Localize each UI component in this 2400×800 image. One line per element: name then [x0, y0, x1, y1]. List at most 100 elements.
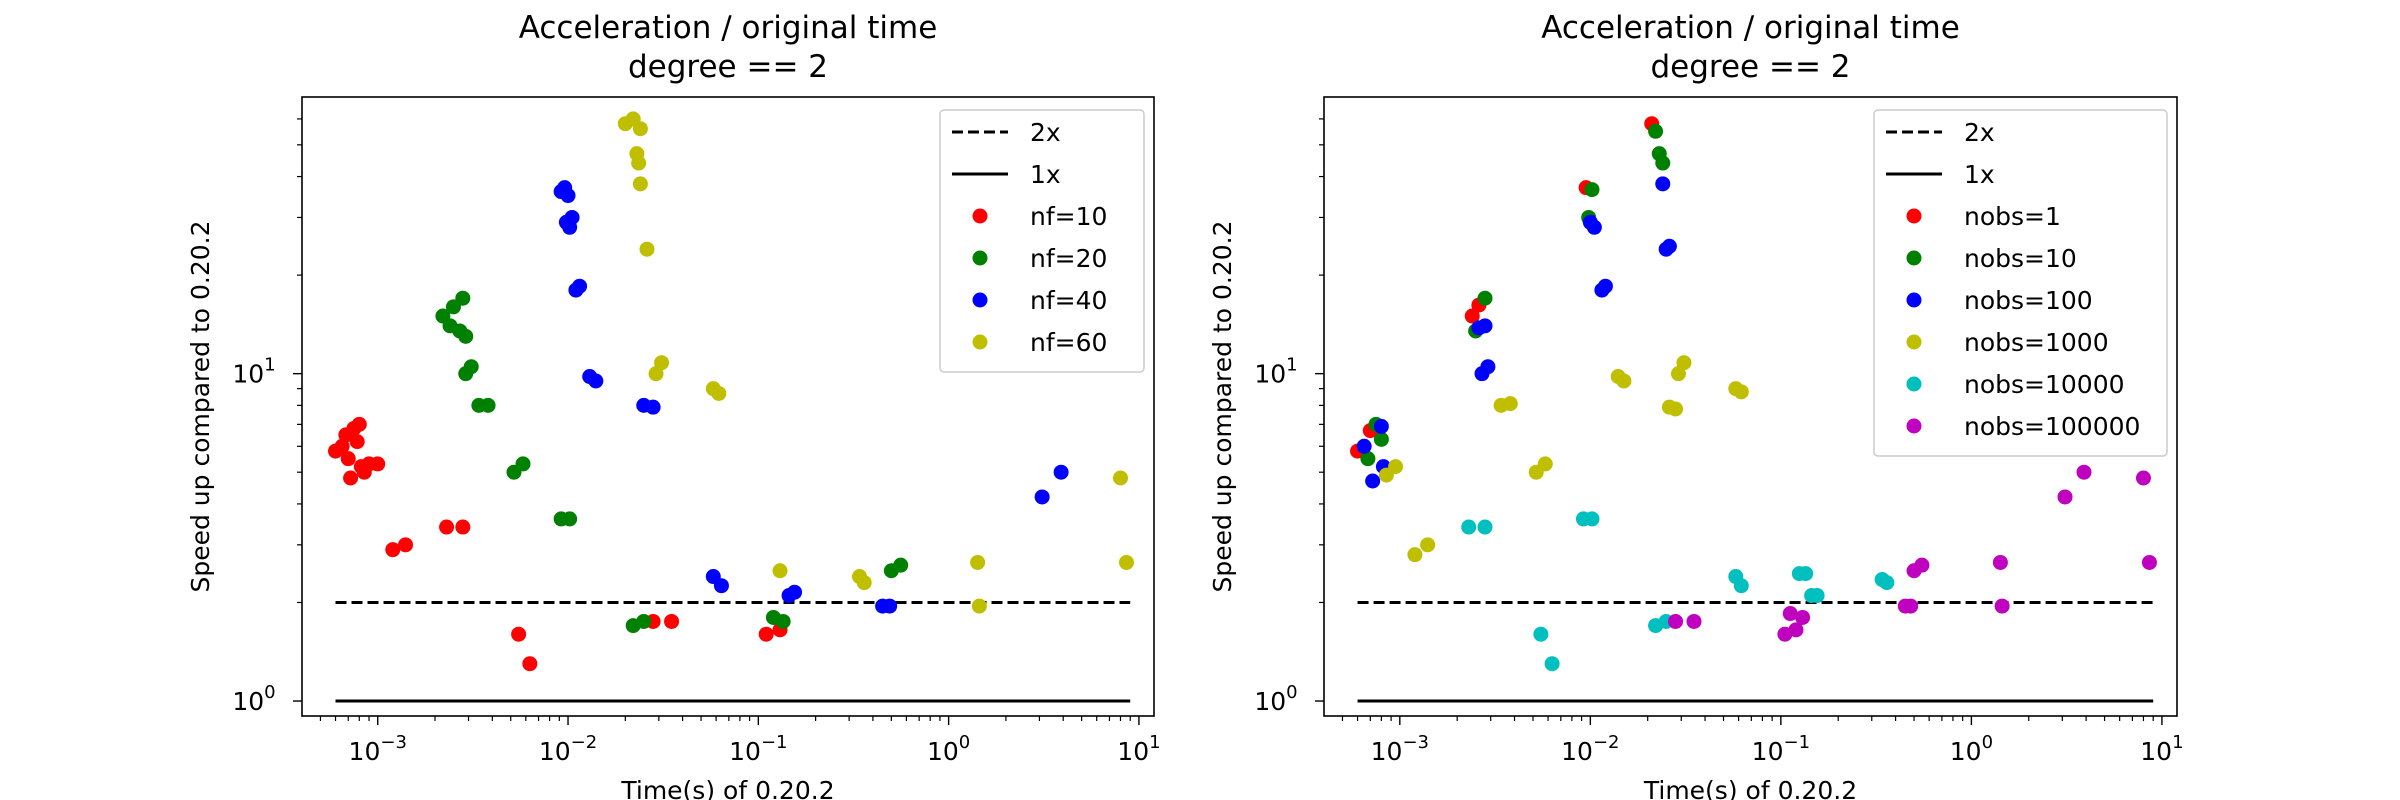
legend-label: nobs=1: [1964, 202, 2061, 231]
legend-label: nobs=1000: [1964, 328, 2109, 357]
x-tick-exponent: −2: [571, 732, 598, 753]
legend-label: 1x: [1964, 160, 1995, 189]
data-point: [480, 397, 496, 413]
legend-label: nf=10: [1030, 202, 1107, 231]
data-point: [1477, 318, 1493, 334]
data-point: [351, 416, 367, 432]
legend-marker: [1906, 376, 1922, 392]
data-point: [511, 626, 527, 642]
data-point: [632, 121, 648, 137]
x-tick-label: 10−1: [729, 732, 787, 766]
legend-label: nobs=100: [1964, 286, 2093, 315]
data-point: [2057, 489, 2073, 505]
data-point: [1477, 290, 1493, 306]
data-point: [1788, 622, 1804, 638]
data-point: [1477, 519, 1493, 535]
data-point: [1616, 373, 1632, 389]
series-nobs=1000: [1378, 355, 1749, 563]
data-point: [1461, 519, 1477, 535]
x-tick-base: 10: [1561, 737, 1593, 766]
x-tick-label: 101: [1117, 732, 1160, 766]
legend-marker: [972, 292, 988, 308]
data-point: [1648, 123, 1664, 139]
legend-label: nobs=10000: [1964, 370, 2125, 399]
data-point: [458, 328, 474, 344]
x-tick-label: 10−1: [1752, 732, 1810, 766]
x-tick-label: 100: [1950, 732, 1993, 766]
data-point: [353, 459, 369, 475]
chart-title: Acceleration / original time: [1541, 10, 1960, 46]
plot-frame: [1323, 96, 2178, 717]
data-point: [588, 373, 604, 389]
x-tick-exponent: −1: [1783, 732, 1810, 753]
data-point: [713, 578, 729, 594]
data-point: [370, 456, 386, 472]
data-point: [1053, 464, 1069, 480]
data-point: [515, 456, 531, 472]
series-nf=60: [617, 111, 1134, 614]
data-point: [564, 209, 580, 225]
data-point: [758, 626, 774, 642]
data-point: [1584, 511, 1600, 527]
data-point: [639, 241, 655, 257]
data-point: [1584, 182, 1600, 198]
data-point: [775, 613, 791, 629]
data-point: [1809, 588, 1825, 604]
legend-marker: [972, 208, 988, 224]
x-tick-label: 10−3: [349, 732, 407, 766]
data-point: [1668, 613, 1684, 629]
x-tick-exponent: 0: [1982, 732, 1993, 753]
data-point: [560, 188, 576, 204]
y-tick-base: 10: [232, 360, 264, 389]
chart-subtitle: degree == 2: [628, 49, 828, 85]
data-point: [1544, 656, 1560, 672]
series-nobs=10000: [1461, 511, 1895, 672]
data-point: [1655, 155, 1671, 171]
legend-marker: [1906, 418, 1922, 434]
data-point: [631, 155, 647, 171]
data-point: [522, 656, 538, 672]
x-tick-base: 10: [729, 737, 761, 766]
legend-marker: [1906, 208, 1922, 224]
data-point: [1879, 575, 1895, 591]
legend: 2x 1x nobs=1 nobs=10 nobs=100 nobs=1000 nobs=1…: [1873, 109, 2168, 457]
data-point: [340, 451, 356, 467]
data-point: [1676, 355, 1692, 371]
legend-label: 2x: [1030, 118, 1061, 147]
x-tick-label: 101: [2140, 732, 2183, 766]
data-point: [1537, 456, 1553, 472]
legend-marker: [1906, 250, 1922, 266]
y-tick-label: 100: [1254, 682, 1297, 716]
data-point: [349, 434, 365, 450]
legend-marker: [972, 334, 988, 350]
y-tick-label: 100: [232, 682, 275, 716]
legend-label: 2x: [1964, 118, 1995, 147]
data-point: [856, 575, 872, 591]
plot-frame: [301, 96, 1155, 717]
data-point: [893, 557, 909, 573]
data-point: [772, 563, 788, 579]
legend-label: nf=20: [1030, 244, 1107, 273]
data-point: [1655, 176, 1671, 192]
y-tick-label: 101: [1254, 355, 1297, 389]
series-nf=20: [435, 290, 909, 634]
data-point: [572, 278, 588, 294]
data-point: [1480, 359, 1496, 375]
y-tick-base: 10: [1254, 360, 1286, 389]
data-point: [882, 598, 898, 614]
data-point: [1597, 278, 1613, 294]
series-nf=40: [553, 180, 1069, 614]
x-tick-base: 10: [927, 737, 959, 766]
data-point: [1533, 626, 1549, 642]
series-nobs=100000: [1668, 464, 2157, 642]
x-axis-label: Time(s) of 0.20.2: [1643, 776, 1857, 800]
data-point: [1661, 238, 1677, 254]
data-point: [971, 598, 987, 614]
data-point: [385, 542, 401, 558]
data-point: [645, 399, 661, 415]
data-point: [654, 355, 670, 371]
x-tick-label: 10−2: [539, 732, 597, 766]
data-point: [1502, 396, 1518, 412]
